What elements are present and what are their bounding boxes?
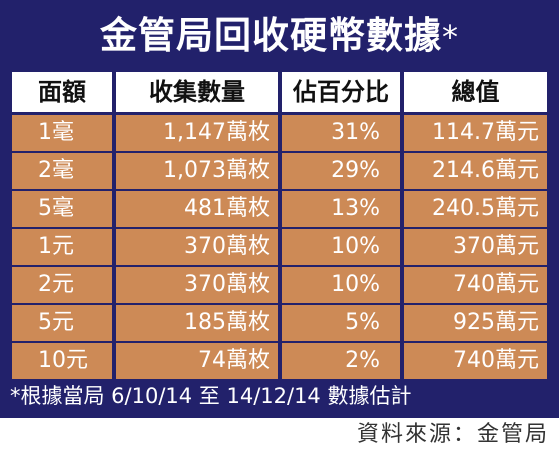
- header-total-value: 總值: [404, 72, 547, 112]
- cell-percentage: 5%: [282, 305, 400, 341]
- cell-total-value: 925萬元: [404, 305, 547, 341]
- table-title: 金管局回收硬幣數據*: [0, 0, 559, 72]
- cell-total-value: 740萬元: [404, 343, 547, 379]
- source-credit: 資料來源：金管局: [356, 422, 549, 447]
- table-row: 1毫 1,147萬枚 31% 114.7萬元: [12, 115, 547, 151]
- table-row: 2元 370萬枚 10% 740萬元: [12, 267, 547, 303]
- table-row: 2毫 1,073萬枚 29% 214.6萬元: [12, 153, 547, 189]
- header-denomination: 面額: [12, 72, 112, 112]
- cell-denomination: 1元: [12, 229, 112, 265]
- cell-total-value: 240.5萬元: [404, 191, 547, 227]
- table-panel: 金管局回收硬幣數據* 面額 收集數量 佔百分比 總值 1毫 1,147萬枚 31…: [0, 0, 559, 418]
- cell-percentage: 13%: [282, 191, 400, 227]
- cell-total-value: 114.7萬元: [404, 115, 547, 151]
- cell-quantity: 370萬枚: [116, 229, 278, 265]
- cell-total-value: 214.6萬元: [404, 153, 547, 189]
- cell-percentage: 10%: [282, 267, 400, 303]
- cell-denomination: 5元: [12, 305, 112, 341]
- cell-denomination: 10元: [12, 343, 112, 379]
- cell-total-value: 370萬元: [404, 229, 547, 265]
- header-percentage: 佔百分比: [282, 72, 400, 112]
- cell-percentage: 10%: [282, 229, 400, 265]
- cell-quantity: 370萬枚: [116, 267, 278, 303]
- cell-quantity: 185萬枚: [116, 305, 278, 341]
- cell-denomination: 5毫: [12, 191, 112, 227]
- cell-quantity: 1,147萬枚: [116, 115, 278, 151]
- table-row: 10元 74萬枚 2% 740萬元: [12, 343, 547, 379]
- footnote: *根據當局 6/10/14 至 14/12/14 數據估計: [10, 384, 412, 408]
- header-quantity: 收集數量: [116, 72, 278, 112]
- cell-percentage: 2%: [282, 343, 400, 379]
- title-text: 金管局回收硬幣數據: [100, 14, 442, 57]
- table-row: 5毫 481萬枚 13% 240.5萬元: [12, 191, 547, 227]
- table-row: 1元 370萬枚 10% 370萬元: [12, 229, 547, 265]
- cell-denomination: 2毫: [12, 153, 112, 189]
- cell-percentage: 31%: [282, 115, 400, 151]
- table-row: 5元 185萬枚 5% 925萬元: [12, 305, 547, 341]
- title-asterisk: *: [442, 18, 459, 56]
- cell-denomination: 1毫: [12, 115, 112, 151]
- cell-percentage: 29%: [282, 153, 400, 189]
- cell-quantity: 1,073萬枚: [116, 153, 278, 189]
- cell-quantity: 74萬枚: [116, 343, 278, 379]
- cell-total-value: 740萬元: [404, 267, 547, 303]
- cell-denomination: 2元: [12, 267, 112, 303]
- cell-quantity: 481萬枚: [116, 191, 278, 227]
- table-header-row: 面額 收集數量 佔百分比 總值: [12, 72, 547, 112]
